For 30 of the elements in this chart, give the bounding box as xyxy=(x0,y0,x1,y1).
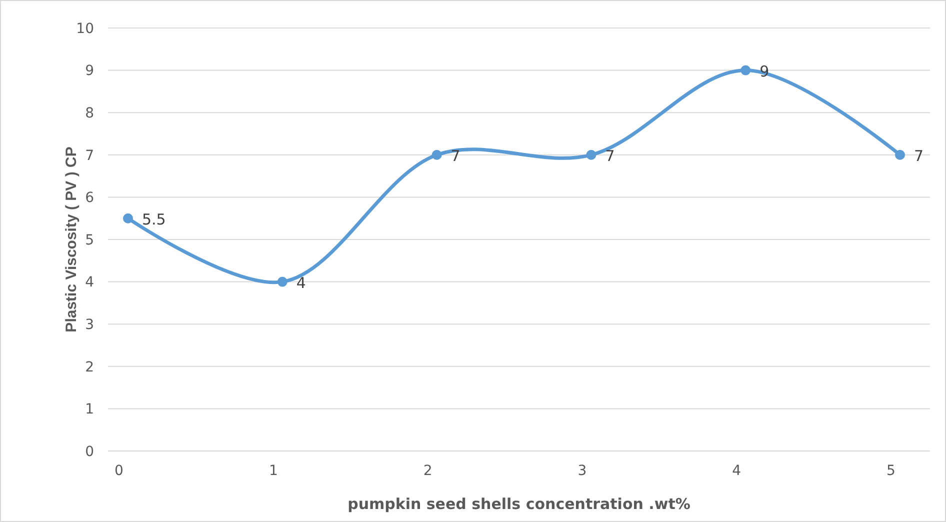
y-tick-label: 1 xyxy=(85,402,94,418)
y-tick-label: 3 xyxy=(85,317,94,333)
x-axis-title: pumpkin seed shells concentration .wt% xyxy=(348,495,690,513)
point xyxy=(586,150,596,160)
data-label: 7 xyxy=(605,146,615,165)
point xyxy=(123,213,133,224)
y-tick-label: 6 xyxy=(85,190,94,206)
x-tick-label: 0 xyxy=(114,463,124,479)
data-label: 5.5 xyxy=(142,210,166,228)
y-axis-title: Plastic Viscosity ( PV ) CP xyxy=(63,146,80,332)
data-label: 4 xyxy=(296,274,306,292)
x-tick-label: 3 xyxy=(578,463,587,479)
data-label: 7 xyxy=(914,146,924,165)
x-tick-label: 1 xyxy=(268,463,278,479)
y-tick-label: 7 xyxy=(85,148,94,164)
y-tick-label: 4 xyxy=(85,274,94,291)
y-tick-label: 8 xyxy=(85,106,94,122)
y-tick-label: 10 xyxy=(76,20,94,37)
x-tick-label: 2 xyxy=(423,463,432,479)
data-label: 7 xyxy=(450,146,460,165)
y-tick-label: 9 xyxy=(85,63,94,80)
point xyxy=(740,65,751,76)
point xyxy=(277,276,288,287)
y-tick-label: 5 xyxy=(85,232,94,248)
x-tick-label: 5 xyxy=(886,463,896,479)
point xyxy=(432,150,442,160)
x-tick-label: 4 xyxy=(732,463,742,479)
point xyxy=(895,150,905,160)
y-tick-label: 2 xyxy=(85,359,94,376)
y-tick-label: 0 xyxy=(85,444,94,460)
